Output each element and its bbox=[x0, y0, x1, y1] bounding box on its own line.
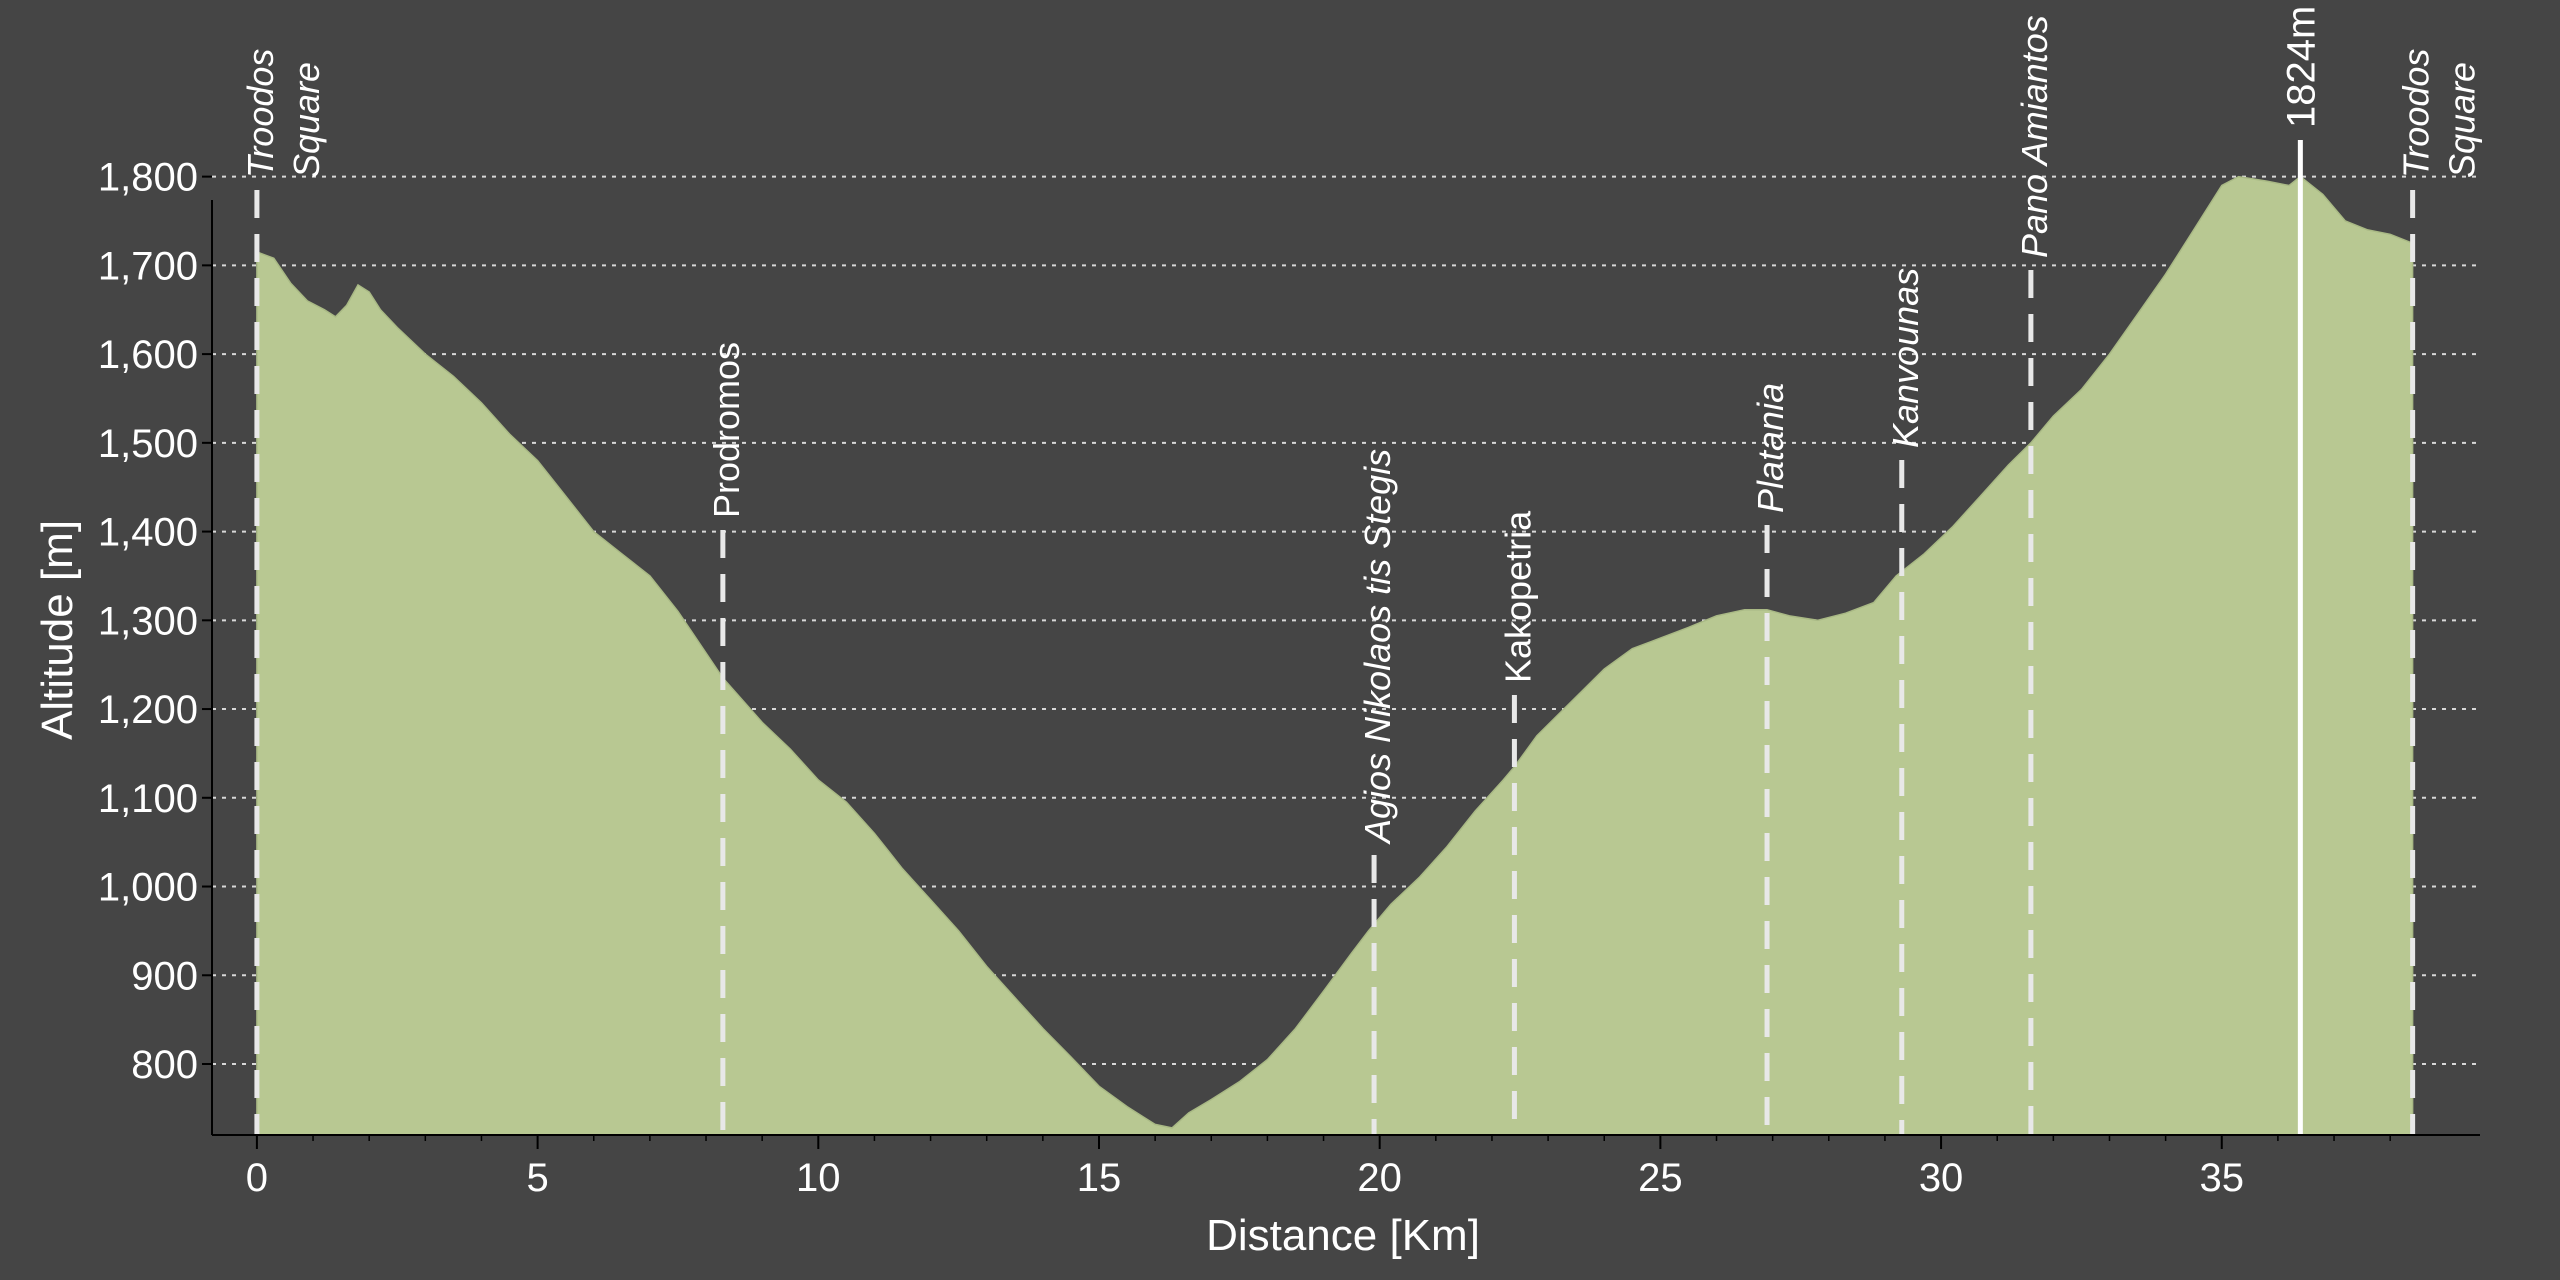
x-axis-ticks: 0 5 10 15 20 25 30 35 bbox=[246, 1135, 2391, 1200]
peak-label: 1824m bbox=[2279, 6, 2323, 128]
y-tick-label-7: 1,500 bbox=[98, 422, 198, 466]
marker-label-group-7: Troodos Square bbox=[2396, 49, 2483, 178]
x-tick-label-1: 5 bbox=[526, 1156, 548, 1200]
y-tick-label-3: 1,100 bbox=[98, 777, 198, 821]
marker-label-2-0: Agios Nikolaos tis Stegis bbox=[1357, 449, 1398, 845]
y-tick-label-2: 1,000 bbox=[98, 866, 198, 910]
marker-label-group-4: Platania bbox=[1750, 383, 1791, 513]
y-tick-label-4: 1,200 bbox=[98, 688, 198, 732]
marker-label-group-5: Kanvounas bbox=[1885, 268, 1926, 448]
marker-label-7-0: Troodos bbox=[2396, 49, 2437, 178]
marker-label-0-0: Troodos bbox=[240, 49, 281, 178]
axes bbox=[211, 200, 2480, 1136]
marker-label-group-1: Prodromos bbox=[706, 342, 747, 518]
x-tick-label-3: 15 bbox=[1077, 1156, 1122, 1200]
marker-label-3-0: Kakopetria bbox=[1497, 510, 1538, 683]
elevation-area bbox=[256, 175, 2414, 1136]
x-tick-label-4: 20 bbox=[1357, 1156, 1402, 1200]
marker-label-0-1: Square bbox=[286, 62, 327, 178]
x-tick-label-0: 0 bbox=[246, 1156, 268, 1200]
marker-label-5-0: Kanvounas bbox=[1885, 268, 1926, 448]
x-axis-title: Distance [Km] bbox=[1206, 1211, 1480, 1260]
marker-label-4-0: Platania bbox=[1750, 383, 1791, 513]
marker-label-group-0: Troodos Square bbox=[240, 49, 327, 178]
marker-label-6-0: Pano Amiantos bbox=[2014, 15, 2055, 258]
y-tick-label-5: 1,300 bbox=[98, 599, 198, 643]
elevation-area-series bbox=[256, 175, 2414, 1136]
marker-label-1-0: Prodromos bbox=[706, 342, 747, 518]
marker-label-group-3: Kakopetria bbox=[1497, 510, 1538, 683]
y-axis-title: Altitude [m] bbox=[33, 520, 82, 740]
y-tick-label-0: 800 bbox=[131, 1043, 198, 1087]
y-tick-label-8: 1,600 bbox=[98, 333, 198, 377]
marker-label-group-6: Pano Amiantos bbox=[2014, 15, 2055, 258]
marker-label-group-2: Agios Nikolaos tis Stegis bbox=[1357, 449, 1398, 845]
x-tick-label-2: 10 bbox=[796, 1156, 841, 1200]
x-tick-label-7: 35 bbox=[2200, 1156, 2245, 1200]
y-tick-label-1: 900 bbox=[131, 954, 198, 998]
y-axis-ticks: 800 900 1,000 1,100 1,200 1,300 1,400 1,500 1,60… bbox=[98, 156, 212, 1087]
x-tick-label-5: 25 bbox=[1638, 1156, 1683, 1200]
x-tick-label-6: 30 bbox=[1919, 1156, 1964, 1200]
y-tick-label-9: 1,700 bbox=[98, 244, 198, 288]
y-tick-label-6: 1,400 bbox=[98, 511, 198, 555]
marker-label-7-1: Square bbox=[2442, 62, 2483, 178]
y-tick-label-10: 1,800 bbox=[98, 156, 198, 200]
